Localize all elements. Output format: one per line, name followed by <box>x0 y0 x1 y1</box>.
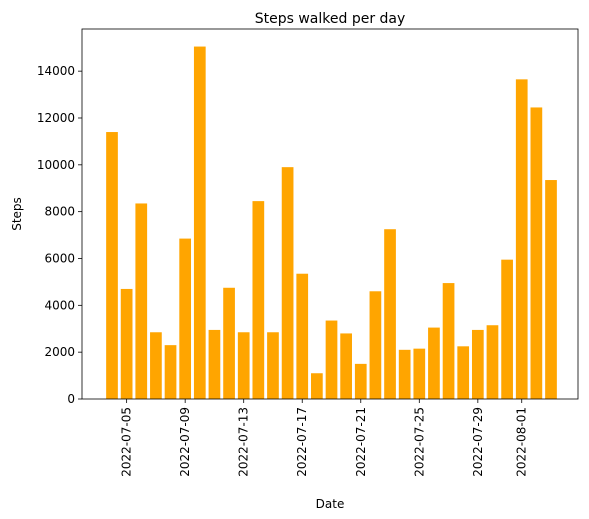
x-tick-label: 2022-07-13 <box>237 407 251 477</box>
x-axis: 2022-07-05 2022-07-09 2022-07-13 2022-07-17… <box>120 399 529 477</box>
bar-2022-07-12 <box>223 287 235 399</box>
bar-2022-07-09 <box>179 238 192 399</box>
bar-2022-07-10 <box>193 46 206 400</box>
x-tick-label: 2022-07-09 <box>178 407 192 477</box>
x-tick-label: 2022-07-05 <box>120 407 134 477</box>
bar-2022-07-26 <box>428 327 440 399</box>
bar-2022-07-14 <box>252 201 265 399</box>
y-tick-label: 6000 <box>44 251 75 265</box>
bar-2022-07-23 <box>384 229 396 399</box>
bar-2022-07-30 <box>486 325 499 399</box>
bar-2022-07-21 <box>354 363 367 399</box>
bar-2022-07-07 <box>150 332 162 399</box>
bar-2022-07-28 <box>457 346 470 399</box>
y-tick-label: 8000 <box>44 205 75 219</box>
bars-group <box>106 46 557 400</box>
bar-2022-07-08 <box>164 345 177 399</box>
y-tick-label: 10000 <box>37 158 75 172</box>
y-tick-label: 0 <box>67 392 75 406</box>
x-tick-label: 2022-07-17 <box>295 407 309 477</box>
bar-2022-07-17 <box>296 273 309 399</box>
bar-2022-07-18 <box>311 373 323 399</box>
x-axis-label: Date <box>316 497 345 511</box>
bar-2022-07-27 <box>442 283 455 399</box>
bar-2022-07-11 <box>208 329 221 399</box>
chart-title: Steps walked per day <box>255 11 406 27</box>
bar-2022-08-03 <box>545 180 557 399</box>
bar-2022-07-24 <box>398 349 411 399</box>
bar-2022-07-16 <box>281 167 294 399</box>
y-tick-label: 14000 <box>37 64 75 78</box>
bar-2022-07-29 <box>471 329 484 399</box>
bar-2022-07-19 <box>325 320 338 399</box>
bar-2022-07-22 <box>369 291 382 399</box>
x-tick-label: 2022-07-25 <box>412 407 426 477</box>
y-tick-label: 2000 <box>44 345 75 359</box>
y-axis-label: Steps <box>10 197 24 231</box>
y-axis: 0 2000 4000 6000 8000 10000 12000 14000 <box>37 64 82 406</box>
bar-2022-08-02 <box>530 107 543 399</box>
bar-2022-07-25 <box>413 348 426 399</box>
bar-2022-07-06 <box>135 203 148 399</box>
bar-2022-07-05 <box>120 288 133 399</box>
plot-frame <box>81 28 579 400</box>
bar-2022-07-15 <box>267 332 279 399</box>
y-tick-label: 4000 <box>44 298 75 312</box>
bar-2022-08-01 <box>515 79 528 399</box>
bar-2022-07-04 <box>106 132 118 400</box>
x-tick-label: 2022-07-21 <box>354 407 368 477</box>
bar-2022-07-31 <box>501 259 513 399</box>
y-tick-label: 12000 <box>37 111 75 125</box>
x-tick-label: 2022-07-29 <box>471 407 485 477</box>
x-tick-label: 2022-08-01 <box>515 407 529 477</box>
bar-2022-07-20 <box>340 333 352 399</box>
bar-2022-07-13 <box>237 332 250 399</box>
